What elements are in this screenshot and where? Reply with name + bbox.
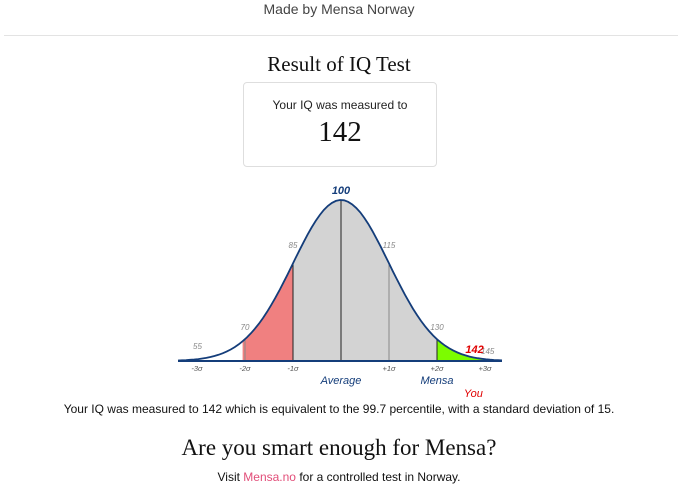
visit-prefix: Visit <box>217 470 244 484</box>
header: Made by Mensa Norway <box>0 0 678 34</box>
mensa-headline: Are you smart enough for Mensa? <box>181 435 497 460</box>
header-divider <box>4 35 678 36</box>
iq-score-value: 142 <box>318 116 362 148</box>
result-title: Result of IQ Test <box>267 52 411 76</box>
sigma-tick-label: -3σ <box>191 364 203 373</box>
sigma-tick-label: -2σ <box>239 364 251 373</box>
result-label: Your IQ was measured to <box>272 98 408 112</box>
iq-distribution-chart: 55 70 85 115 130 145 100 142 -3σ -2σ -1σ +1σ +2σ +3σ A… <box>177 185 503 400</box>
score-tick-label: 115 <box>383 241 396 250</box>
visit-line: Visit Mensa.no for a controlled test in … <box>0 470 678 484</box>
user-score-label: 142 <box>465 344 483 356</box>
sigma-tick-label: +3σ <box>478 364 492 373</box>
you-label: You <box>464 388 483 400</box>
mensa-region <box>437 339 483 361</box>
visit-suffix: for a controlled test in Norway. <box>295 470 461 484</box>
score-tick-label: 70 <box>241 323 250 332</box>
sigma-tick-label: +1σ <box>382 364 396 373</box>
header-text: Made by Mensa Norway <box>263 1 415 17</box>
average-region <box>293 200 437 361</box>
sigma-tick-label: -1σ <box>287 364 299 373</box>
score-tick-label: 55 <box>193 342 202 351</box>
result-summary: Your IQ was measured to 142 which is equ… <box>63 402 615 416</box>
mensa-link[interactable]: Mensa.no <box>243 470 296 484</box>
average-label: Average <box>320 375 362 387</box>
mean-score-label: 100 <box>332 185 351 197</box>
score-tick-label: 85 <box>289 241 298 250</box>
bell-curve <box>177 199 503 362</box>
score-tick-label: 145 <box>481 347 495 356</box>
result-box: Your IQ was measured to 142 <box>243 82 437 167</box>
sigma-tick-label: +2σ <box>430 364 444 373</box>
mensa-label: Mensa <box>420 375 453 387</box>
score-tick-label: 130 <box>430 323 444 332</box>
